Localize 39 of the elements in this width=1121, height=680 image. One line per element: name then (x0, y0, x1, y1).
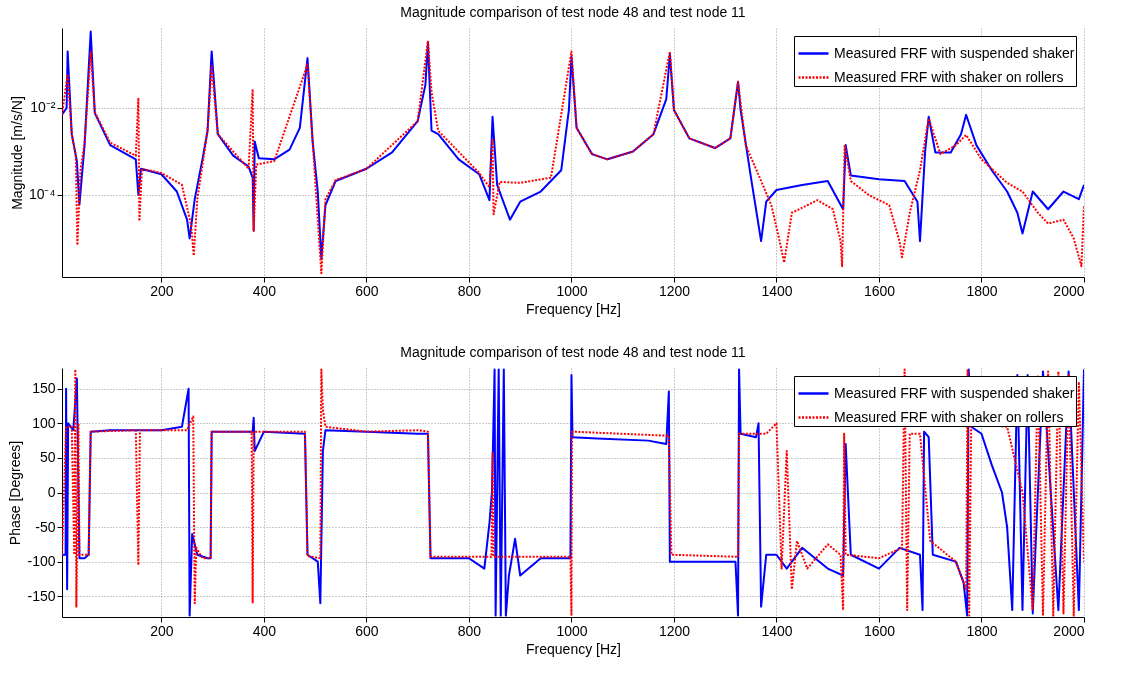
x-axis-title: Frequency [Hz] (526, 300, 621, 317)
x-tick-label: 600 (355, 622, 379, 639)
y-tick-label: -50 (35, 518, 56, 535)
y-tick-label: -150 (27, 587, 56, 604)
x-tick-label: 2000 (1053, 622, 1085, 639)
x-tick-label: 2000 (1053, 282, 1085, 299)
y-tick-label: -100 (27, 553, 56, 570)
y-tick-label: 10⁻² (30, 99, 56, 116)
y-axis-title: Magnitude [m/s/N] (8, 96, 25, 210)
x-tick-label: 1800 (966, 282, 998, 299)
x-tick-label: 1400 (761, 622, 793, 639)
x-tick-label: 200 (150, 622, 174, 639)
x-tick-label: 600 (355, 282, 379, 299)
x-tick-label: 1600 (863, 622, 896, 639)
y-tick-label: 50 (39, 449, 56, 466)
x-tick-label: 1000 (556, 622, 588, 639)
x-tick-label: 800 (457, 622, 482, 639)
legend-label: Measured FRF with suspended shaker (834, 384, 1075, 401)
x-tick-label: 1800 (966, 622, 998, 639)
chart-title: Magnitude comparison of test node 48 and test node 11 (400, 344, 746, 360)
x-tick-label: 400 (252, 622, 277, 639)
y-axis-title: Phase [Degrees] (7, 440, 24, 546)
y-tick-label: 100 (32, 414, 56, 431)
legend-label: Measured FRF with shaker on rollers (834, 408, 1064, 425)
x-tick-label: 1000 (556, 282, 588, 299)
chart-title: Magnitude comparison of test node 48 and test node 11 (400, 4, 746, 20)
y-tick-label: 150 (32, 380, 56, 397)
x-axis-title: Frequency [Hz] (526, 640, 621, 657)
x-tick-label: 1400 (761, 282, 793, 299)
x-tick-label: 1200 (658, 622, 691, 639)
x-tick-label: 1200 (658, 282, 691, 299)
x-tick-label: 1600 (863, 282, 896, 299)
y-tick-label: 0 (47, 484, 56, 500)
x-tick-label: 400 (252, 282, 277, 299)
x-tick-label: 800 (457, 282, 482, 299)
y-tick-label: 10⁻⁴ (28, 186, 56, 203)
x-tick-label: 200 (150, 282, 174, 299)
legend-label: Measured FRF with shaker on rollers (834, 68, 1064, 85)
legend-label: Measured FRF with suspended shaker (834, 44, 1075, 61)
